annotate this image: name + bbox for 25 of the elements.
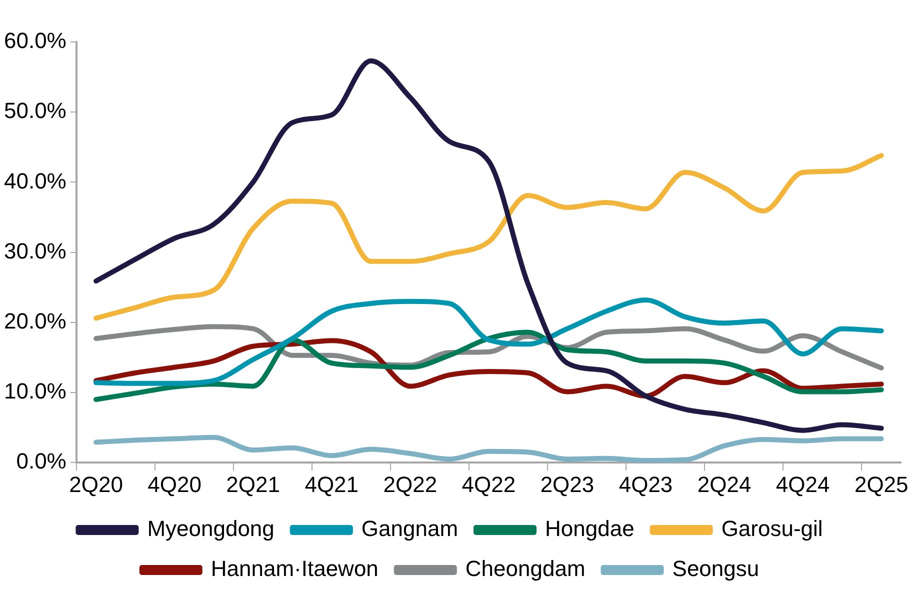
legend-label: Cheongdam — [465, 556, 586, 582]
legend-label: Hongdae — [545, 516, 634, 542]
x-tick-label: 4Q24 — [776, 472, 830, 497]
y-tick-label: 60.0% — [4, 28, 66, 54]
y-tick-label: 0.0% — [16, 448, 66, 474]
legend-label: Myeongdong — [147, 516, 274, 542]
legend-label: Garosu-gil — [721, 516, 823, 542]
x-tick-label: 2Q21 — [226, 472, 280, 497]
x-tick-label: 4Q23 — [618, 472, 673, 497]
x-tick-label: 2Q23 — [540, 472, 594, 497]
x-tick-label: 2Q20 — [69, 472, 123, 497]
x-tick-label: 4Q20 — [148, 472, 202, 497]
y-tick-label: 10.0% — [4, 378, 66, 404]
x-tick-label: 2Q25 — [854, 472, 908, 497]
y-tick-label: 50.0% — [4, 98, 66, 124]
x-tick-label: 2Q22 — [383, 472, 438, 497]
x-tick-label: 4Q21 — [304, 472, 359, 497]
legend-label: Seongsu — [672, 556, 760, 582]
x-tick-label: 2Q24 — [697, 472, 752, 497]
legend-label: Gangnam — [361, 516, 458, 542]
legend-label: Hannam·Itaewon — [210, 556, 378, 582]
x-tick-label: 4Q22 — [462, 472, 516, 497]
y-tick-label: 20.0% — [4, 308, 66, 334]
y-tick-label: 40.0% — [4, 168, 66, 194]
y-tick-label: 30.0% — [4, 238, 66, 264]
